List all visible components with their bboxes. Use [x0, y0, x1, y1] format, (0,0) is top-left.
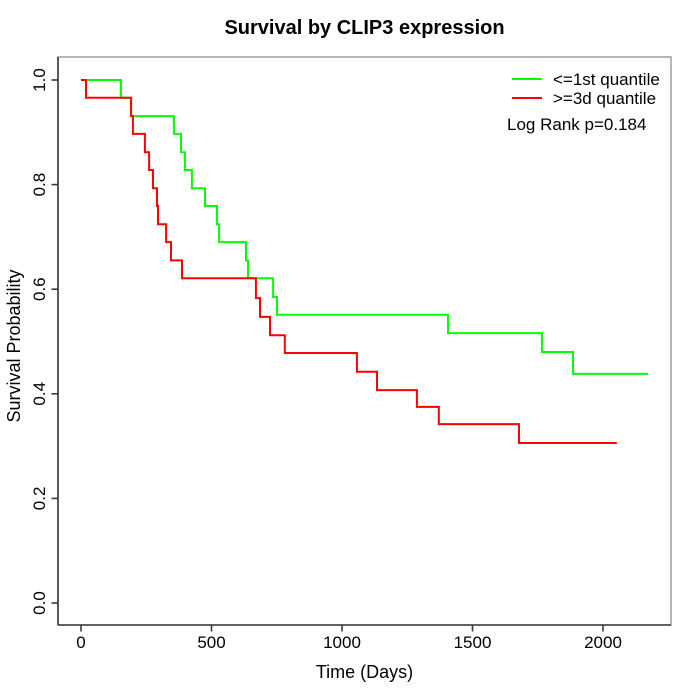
legend-entry-third-quantile: >=3d quantile: [512, 88, 656, 108]
legend-entry-first-quantile: <=1st quantile: [512, 69, 660, 89]
x-tick-label: 500: [197, 633, 225, 652]
log-rank-annotation: Log Rank p=0.184: [507, 115, 647, 134]
y-tick-label: 0.2: [30, 487, 49, 511]
legend-line-green: [512, 78, 542, 80]
x-tick-label: 2000: [584, 633, 622, 652]
legend-line-red: [512, 97, 542, 99]
survival-curve-green: [81, 79, 648, 375]
x-tick-label: 0: [76, 633, 85, 652]
y-tick-label: 0.8: [30, 173, 49, 197]
legend-label: <=1st quantile: [553, 69, 660, 89]
y-axis-title: Survival Probability: [4, 269, 24, 423]
survival-curve-red: [81, 79, 617, 444]
x-tick-label: 1500: [454, 633, 492, 652]
y-tick-label: 0.4: [30, 382, 49, 406]
plot-box: [57, 56, 672, 626]
legend-label: >=3d quantile: [553, 88, 657, 108]
x-axis-title: Time (Days): [315, 662, 414, 682]
plot-title: Survival by CLIP3 expression: [224, 17, 505, 39]
x-tick-label: 1000: [323, 633, 361, 652]
y-tick-label: 0.6: [30, 277, 49, 301]
y-tick-label: 1.0: [30, 68, 49, 92]
y-tick-label: 0.0: [30, 591, 49, 615]
